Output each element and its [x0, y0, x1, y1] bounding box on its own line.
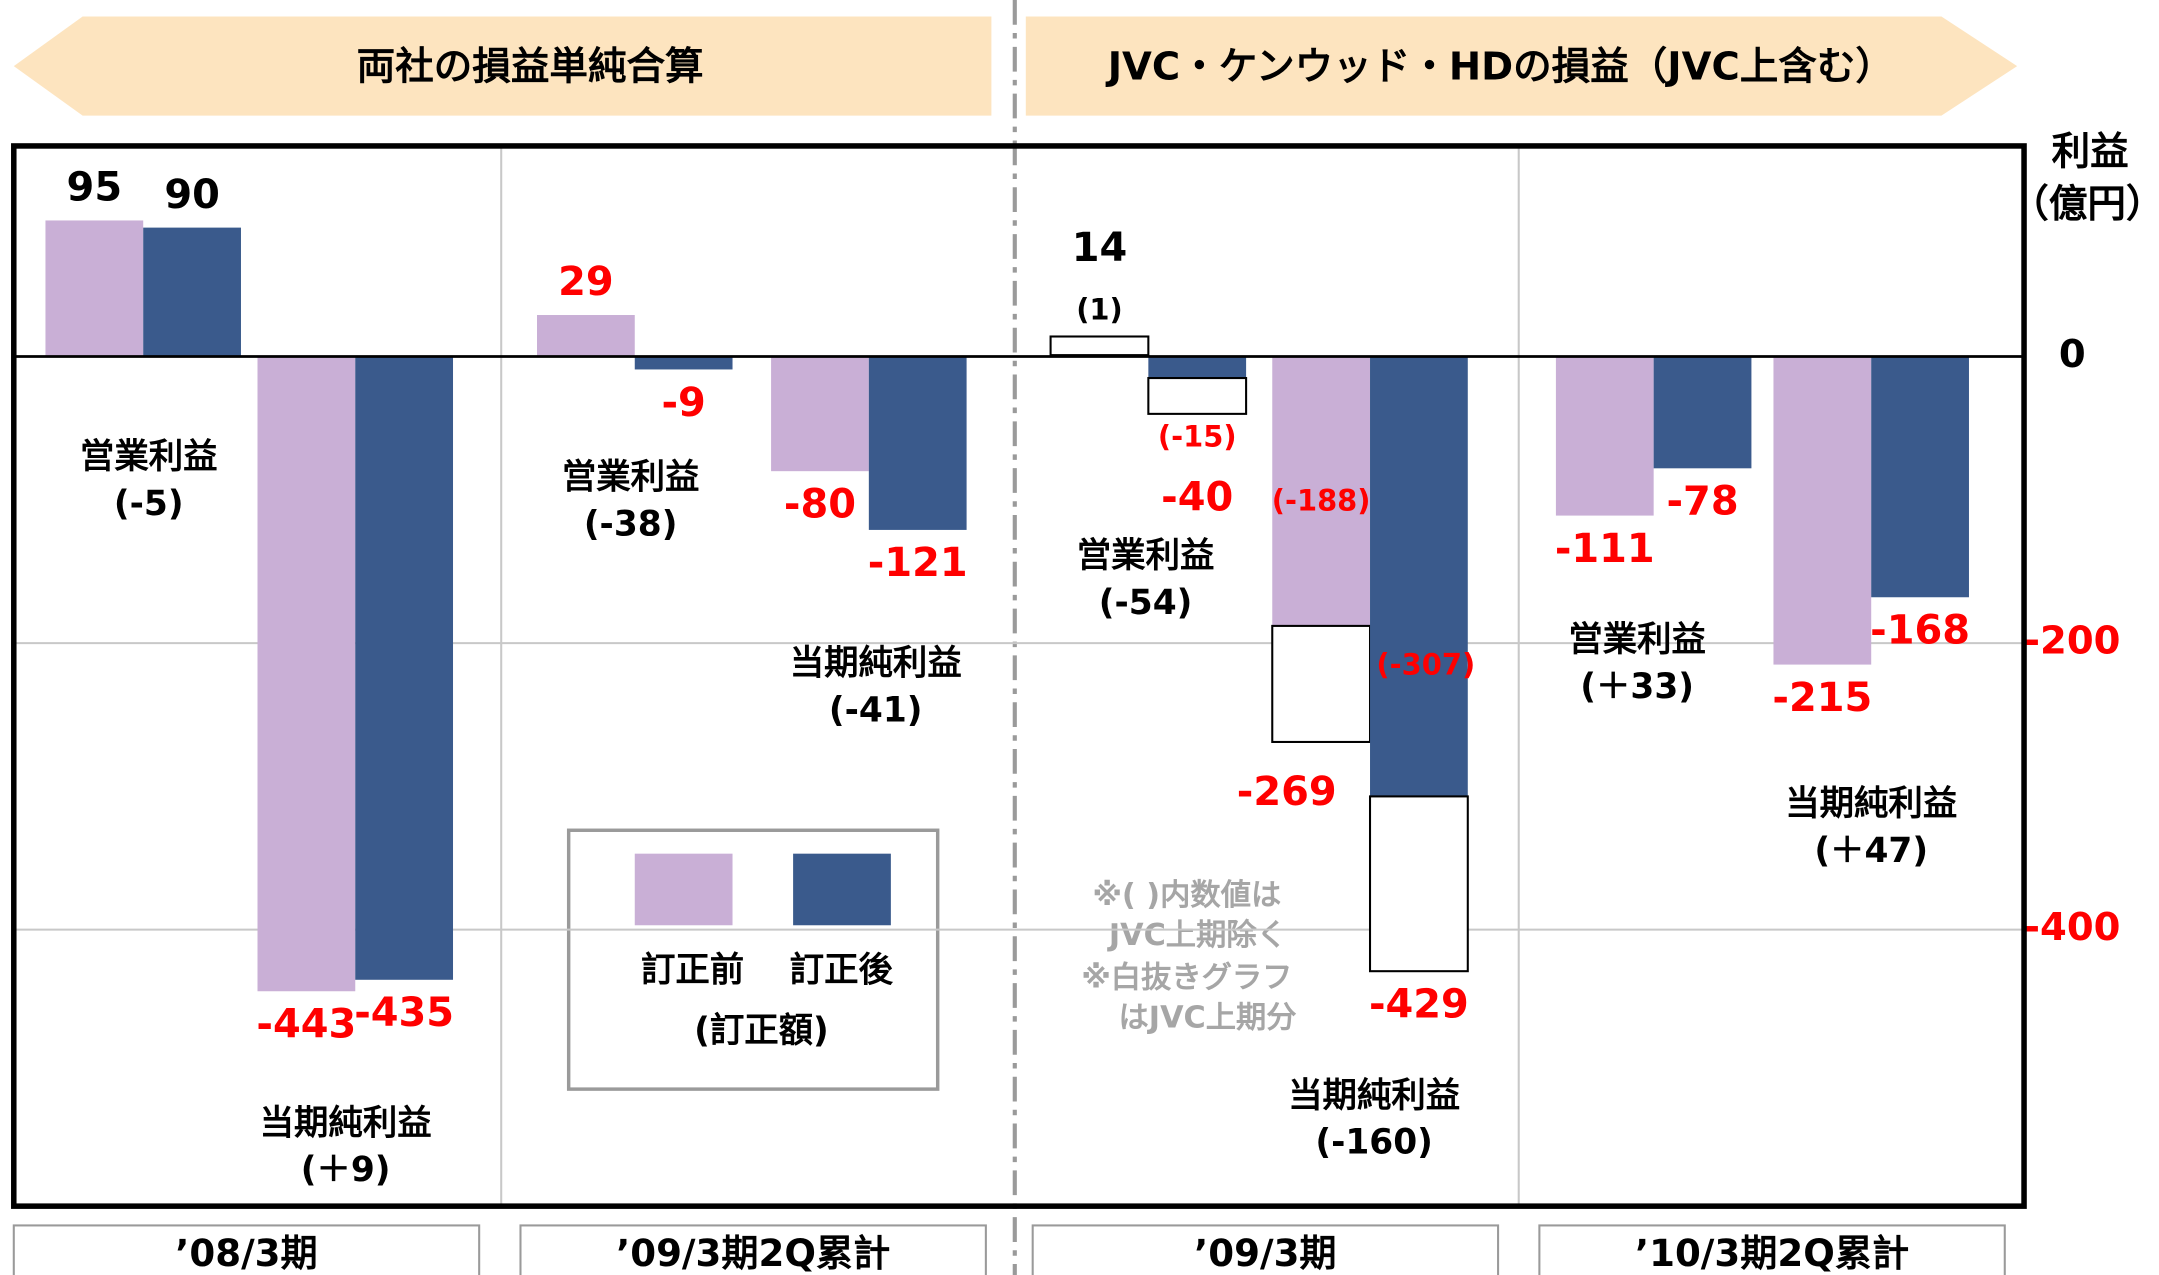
bar: [1773, 356, 1872, 665]
value-label: -78: [1666, 479, 1738, 525]
period-box: [1031, 1224, 1500, 1275]
bar: [1148, 356, 1247, 379]
bar: [771, 356, 869, 472]
value-label: 95: [67, 165, 123, 211]
bar: [143, 227, 241, 357]
bar: [868, 356, 967, 530]
metric-label: 当期純利益: [260, 1103, 432, 1143]
metric-label: 営業利益: [1568, 620, 1706, 660]
diff-label: (＋47): [1814, 831, 1928, 871]
legend-swatch: [793, 853, 891, 926]
jvc-portion-box: [1368, 795, 1469, 973]
excl-label: (1): [1076, 293, 1123, 327]
diff-label: (-38): [584, 504, 678, 544]
diff-label: (＋33): [1580, 667, 1694, 707]
excl-label: (-188): [1272, 484, 1371, 518]
metric-label: 営業利益: [562, 458, 700, 498]
period-box: [12, 1224, 481, 1275]
note: JVC上期除く: [1107, 917, 1287, 953]
value-label: -9: [661, 380, 705, 426]
metric-label: 営業利益: [1077, 536, 1215, 576]
value-label: -168: [1870, 608, 1970, 654]
value-label: -111: [1555, 526, 1655, 572]
period-box: [1538, 1224, 2006, 1275]
value-label: -121: [868, 540, 968, 586]
legend-swatch: [634, 853, 733, 926]
header-arrow: [1025, 16, 2018, 116]
note: ※( )内数値は: [1092, 878, 1281, 913]
diff-label: (-160): [1315, 1123, 1433, 1163]
x-tick-label: ’10/3期2Q累計: [1635, 1231, 1909, 1275]
legend-title: (訂正額): [694, 1011, 829, 1051]
value-label: 14: [1072, 225, 1128, 271]
bar: [355, 356, 454, 980]
jvc-portion-box: [1049, 335, 1150, 357]
metric-label: 当期純利益: [790, 644, 962, 684]
diff-label: (＋9): [301, 1150, 391, 1190]
bar: [1555, 356, 1654, 516]
metric-label: 当期純利益: [1785, 784, 1957, 824]
bar: [1653, 356, 1752, 469]
y-axis-label: 利益: [2052, 130, 2129, 175]
plot-frame: [11, 143, 2027, 1209]
y-tick-label: -400: [2024, 905, 2120, 950]
bar: [1370, 356, 1468, 797]
value-label: 29: [558, 259, 614, 305]
legend-label: 訂正前: [641, 951, 744, 991]
value-label: -215: [1772, 675, 1872, 721]
diff-label: (-5): [114, 484, 184, 524]
value-label: -443: [256, 1002, 356, 1048]
bar: [45, 220, 144, 357]
header-arrow: [13, 16, 992, 116]
value-label: -269: [1237, 769, 1337, 815]
y-axis-label: （億円）: [2010, 182, 2159, 227]
diff-label: (-54): [1099, 583, 1193, 623]
bar: [634, 356, 733, 370]
value-label: -40: [1161, 474, 1233, 520]
period-box: [519, 1224, 987, 1275]
note: ※白抜きグラフ: [1081, 960, 1292, 995]
x-tick-label: ’09/3期2Q累計: [616, 1231, 890, 1275]
x-tick-label: ’09/3期: [1194, 1231, 1336, 1275]
metric-label: 当期純利益: [1288, 1076, 1460, 1116]
diff-label: (-41): [829, 690, 923, 730]
value-label: -80: [784, 481, 856, 527]
bar: [1871, 356, 1969, 598]
excl-label: (-307): [1376, 647, 1475, 681]
bar: [257, 356, 356, 992]
metric-label: 営業利益: [80, 437, 218, 477]
excl-label: (-15): [1158, 420, 1237, 454]
jvc-portion-box: [1147, 377, 1248, 415]
legend-label: 訂正後: [790, 951, 894, 991]
header: 両社の損益単純合算: [357, 44, 704, 89]
value-label: -435: [354, 990, 454, 1036]
note: はJVC上期分: [1119, 1000, 1297, 1035]
value-label: 90: [164, 172, 220, 218]
jvc-portion-box: [1271, 624, 1372, 743]
y-tick-label: -200: [2024, 619, 2120, 664]
bar: [1272, 356, 1371, 626]
header: JVC・ケンウッド・HDの損益（JVC上含む）: [1105, 44, 1894, 89]
x-tick-label: ’08/3期: [175, 1231, 317, 1275]
y-tick-label: 0: [2059, 332, 2086, 377]
bar: [537, 315, 635, 357]
value-label: -429: [1369, 981, 1469, 1027]
